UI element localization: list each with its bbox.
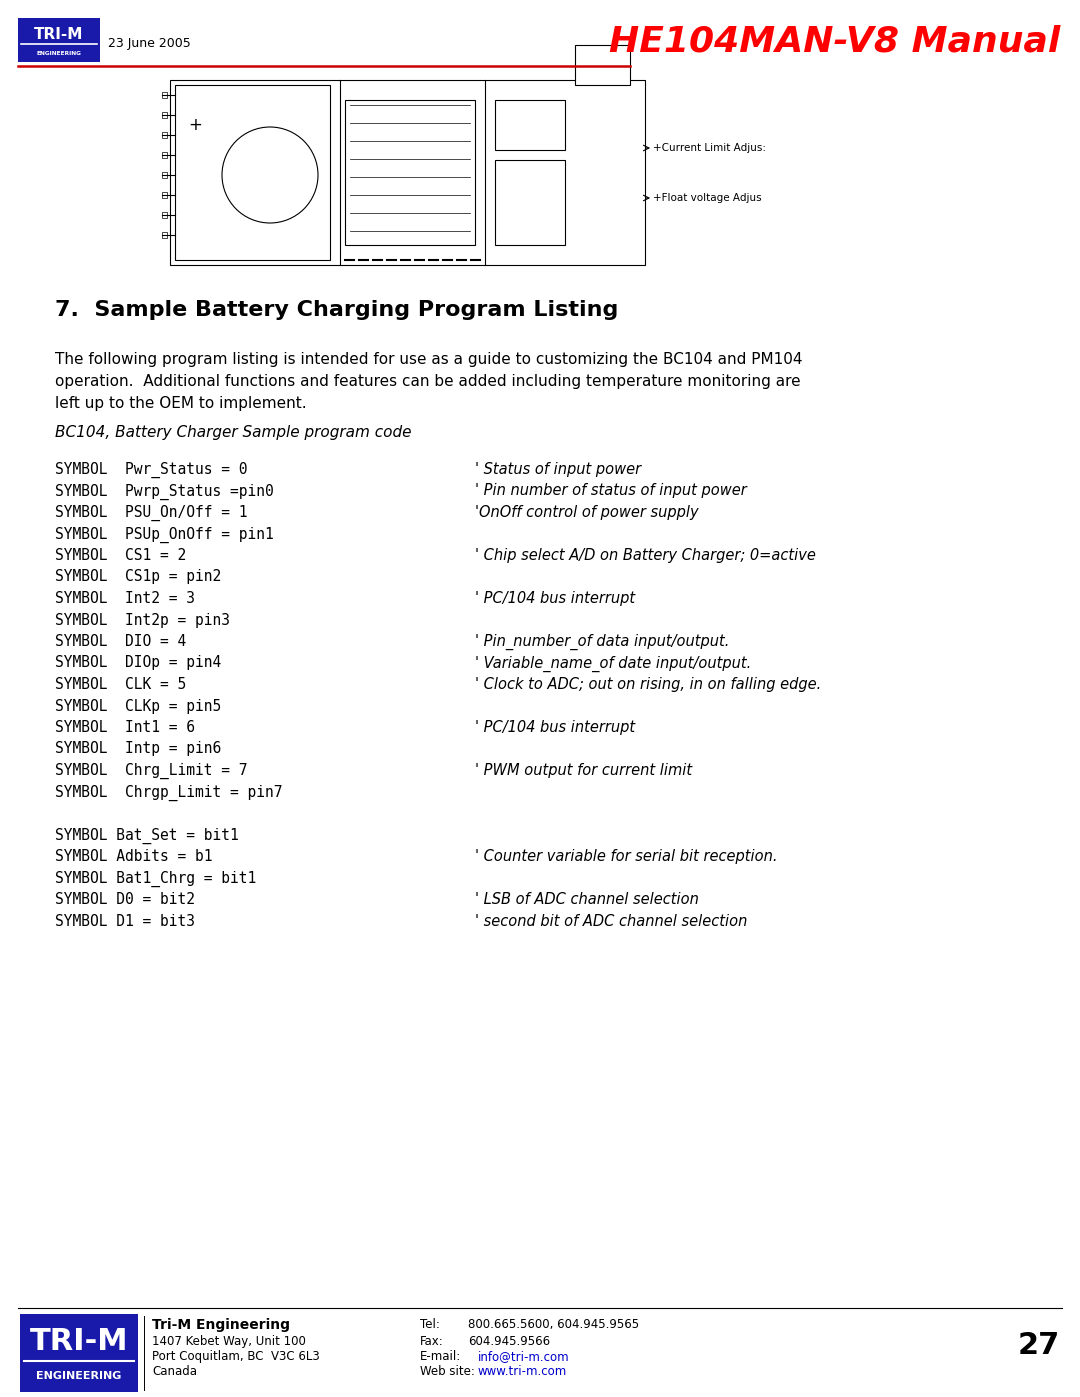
Text: left up to the OEM to implement.: left up to the OEM to implement. [55, 395, 307, 411]
Text: The following program listing is intended for use as a guide to customizing the : The following program listing is intende… [55, 352, 802, 367]
Text: SYMBOL D1 = bit3: SYMBOL D1 = bit3 [55, 914, 195, 929]
Bar [175, 85, 330, 260]
Bar [162, 152, 167, 158]
Text: SYMBOL Bat1_Chrg = bit1: SYMBOL Bat1_Chrg = bit1 [55, 870, 256, 887]
Text: SYMBOL D0 = bit2: SYMBOL D0 = bit2 [55, 893, 195, 907]
Text: ' PC/104 bus interrupt: ' PC/104 bus interrupt [475, 719, 635, 735]
Bar [162, 131, 167, 138]
Bar [162, 112, 167, 117]
Text: ' Status of input power: ' Status of input power [475, 462, 642, 476]
Text: SYMBOL  CS1 = 2: SYMBOL CS1 = 2 [55, 548, 186, 563]
Text: operation.  Additional functions and features can be added including temperature: operation. Additional functions and feat… [55, 374, 800, 388]
Text: 604.945.9566: 604.945.9566 [468, 1336, 550, 1348]
Text: 1407 Kebet Way, Unit 100: 1407 Kebet Way, Unit 100 [152, 1336, 306, 1348]
Bar [170, 80, 645, 265]
Text: SYMBOL  Int1 = 6: SYMBOL Int1 = 6 [55, 719, 195, 735]
Text: ' Pin number of status of input power: ' Pin number of status of input power [475, 483, 746, 499]
Text: SYMBOL  DIOp = pin4: SYMBOL DIOp = pin4 [55, 655, 221, 671]
Text: Canada: Canada [152, 1365, 197, 1377]
Text: SYMBOL  PSUp_OnOff = pin1: SYMBOL PSUp_OnOff = pin1 [55, 527, 273, 542]
Text: SYMBOL  Chrgp_Limit = pin7: SYMBOL Chrgp_Limit = pin7 [55, 785, 283, 800]
Text: SYMBOL  Pwr_Status = 0: SYMBOL Pwr_Status = 0 [55, 462, 247, 478]
Text: SYMBOL  Pwrp_Status =pin0: SYMBOL Pwrp_Status =pin0 [55, 483, 273, 500]
Text: TRI-M: TRI-M [29, 1327, 129, 1356]
Text: Port Coquitlam, BC  V3C 6L3: Port Coquitlam, BC V3C 6L3 [152, 1350, 320, 1363]
Text: 27: 27 [1017, 1331, 1059, 1361]
Text: Tel:: Tel: [420, 1317, 440, 1331]
Text: 23 June 2005: 23 June 2005 [108, 36, 191, 49]
Bar [575, 45, 630, 85]
Text: E-mail:: E-mail: [420, 1350, 461, 1363]
Text: Tri-M Engineering: Tri-M Engineering [152, 1317, 291, 1331]
Text: SYMBOL  PSU_On/Off = 1: SYMBOL PSU_On/Off = 1 [55, 504, 247, 521]
Bar [162, 92, 167, 98]
Text: ' PC/104 bus interrupt: ' PC/104 bus interrupt [475, 591, 635, 606]
Text: SYMBOL  Int2 = 3: SYMBOL Int2 = 3 [55, 591, 195, 606]
Text: SYMBOL  Chrg_Limit = 7: SYMBOL Chrg_Limit = 7 [55, 763, 247, 780]
Bar [162, 191, 167, 198]
Text: www.tri-m.com: www.tri-m.com [478, 1365, 567, 1377]
Circle shape [222, 127, 318, 224]
Text: 'OnOff control of power supply: 'OnOff control of power supply [475, 504, 699, 520]
Text: ' PWM output for current limit: ' PWM output for current limit [475, 763, 692, 778]
Text: SYMBOL  CLKp = pin5: SYMBOL CLKp = pin5 [55, 698, 221, 714]
Text: BC104, Battery Charger Sample program code: BC104, Battery Charger Sample program co… [55, 425, 411, 440]
Text: ' Counter variable for serial bit reception.: ' Counter variable for serial bit recept… [475, 849, 778, 863]
Text: SYMBOL  DIO = 4: SYMBOL DIO = 4 [55, 634, 186, 650]
Text: SYMBOL Adbits = b1: SYMBOL Adbits = b1 [55, 849, 213, 863]
Text: SYMBOL  Intp = pin6: SYMBOL Intp = pin6 [55, 742, 221, 757]
Text: +Current Limit Adjus:: +Current Limit Adjus: [653, 142, 766, 154]
Text: ' LSB of ADC channel selection: ' LSB of ADC channel selection [475, 893, 699, 907]
Text: info@tri-m.com: info@tri-m.com [478, 1350, 569, 1363]
Bar [495, 101, 565, 149]
Text: ' Variable_name_of date input/output.: ' Variable_name_of date input/output. [475, 655, 752, 672]
Text: TRI-M: TRI-M [35, 27, 83, 42]
Bar [345, 101, 475, 244]
Text: SYMBOL  CS1p = pin2: SYMBOL CS1p = pin2 [55, 570, 221, 584]
Bar [162, 172, 167, 177]
Text: Web site:: Web site: [420, 1365, 475, 1377]
Text: ' second bit of ADC channel selection: ' second bit of ADC channel selection [475, 914, 747, 929]
Text: HE104MAN-V8 Manual: HE104MAN-V8 Manual [609, 25, 1059, 59]
Bar [162, 212, 167, 218]
Text: 7.  Sample Battery Charging Program Listing: 7. Sample Battery Charging Program Listi… [55, 300, 619, 320]
Text: ' Clock to ADC; out on rising, in on falling edge.: ' Clock to ADC; out on rising, in on fal… [475, 678, 821, 692]
Text: ' Chip select A/D on Battery Charger; 0=active: ' Chip select A/D on Battery Charger; 0=… [475, 548, 815, 563]
Text: SYMBOL  CLK = 5: SYMBOL CLK = 5 [55, 678, 186, 692]
Text: SYMBOL Bat_Set = bit1: SYMBOL Bat_Set = bit1 [55, 827, 239, 844]
Text: +Float voltage Adjus: +Float voltage Adjus [653, 193, 761, 203]
Text: Fax:: Fax: [420, 1336, 444, 1348]
Text: 800.665.5600, 604.945.9565: 800.665.5600, 604.945.9565 [468, 1317, 639, 1331]
Bar [495, 161, 565, 244]
Text: ' Pin_number_of data input/output.: ' Pin_number_of data input/output. [475, 634, 729, 650]
FancyBboxPatch shape [21, 1315, 138, 1391]
Text: SYMBOL  Int2p = pin3: SYMBOL Int2p = pin3 [55, 612, 230, 627]
Text: ENGINEERING: ENGINEERING [37, 50, 81, 56]
Text: ENGINEERING: ENGINEERING [37, 1372, 122, 1382]
FancyBboxPatch shape [18, 18, 100, 61]
Bar [162, 232, 167, 237]
Text: +: + [188, 116, 202, 134]
